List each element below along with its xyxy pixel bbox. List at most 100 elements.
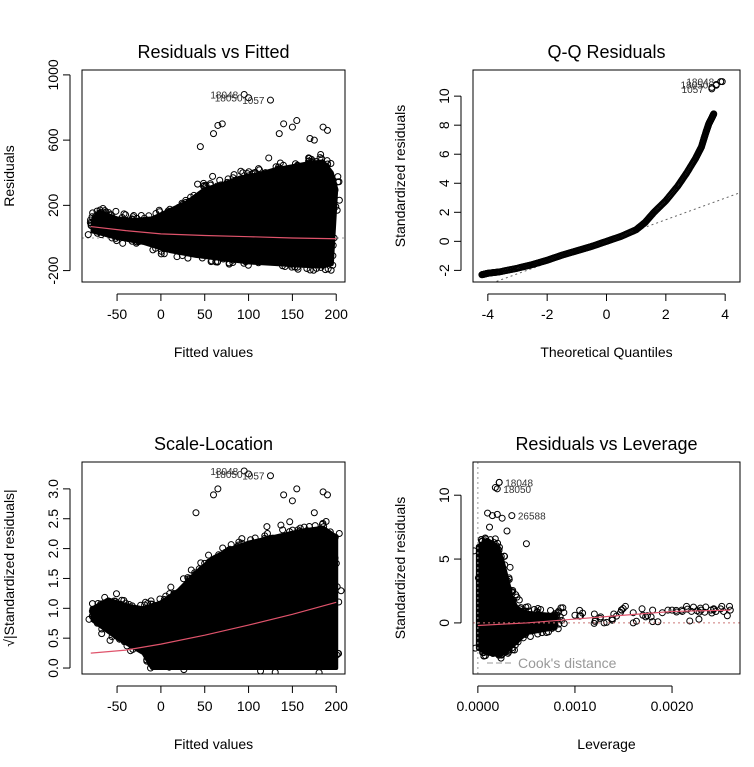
point-label: 18048 <box>210 90 238 101</box>
sparse-point <box>279 161 287 169</box>
outlier-point <box>214 121 222 129</box>
edge-point <box>216 176 224 184</box>
edge-point <box>320 532 328 540</box>
x-tick-label: 50 <box>197 698 213 714</box>
sparse-point <box>277 521 285 529</box>
edge-point <box>212 556 220 564</box>
edge-point <box>477 601 485 609</box>
edge-point <box>93 218 101 226</box>
edge-point <box>335 196 343 204</box>
y-tick-label: 0 <box>436 619 452 627</box>
edge-point <box>147 664 155 672</box>
edge-point <box>334 649 342 657</box>
edge-point <box>247 662 255 670</box>
x-tick-label: 100 <box>237 698 261 714</box>
edge-point <box>542 629 550 637</box>
x-tick-label: -50 <box>107 306 127 322</box>
edge-point <box>108 633 116 641</box>
edge-point <box>505 648 513 656</box>
outlier-point <box>218 120 226 128</box>
edge-point <box>244 261 252 269</box>
high-residual-point <box>488 512 496 520</box>
edge-point <box>512 605 520 613</box>
point-label: 18050 <box>215 470 243 481</box>
qq-point <box>710 110 718 118</box>
edge-point <box>137 220 145 228</box>
edge-point <box>329 261 337 269</box>
edge-point <box>162 592 170 600</box>
edge-point <box>124 637 132 645</box>
edge-point <box>215 557 223 565</box>
edge-point <box>106 636 114 644</box>
edge-point <box>98 625 106 633</box>
leverage-point <box>649 618 657 626</box>
sparse-point <box>112 590 120 598</box>
edge-point <box>500 645 508 653</box>
x-tick-label: 150 <box>281 306 305 322</box>
edge-point <box>261 535 269 543</box>
edge-point <box>481 539 489 547</box>
edge-point <box>170 590 178 598</box>
edge-point <box>505 576 513 584</box>
edge-point <box>495 546 503 554</box>
edge-point <box>238 539 246 547</box>
edge-point <box>291 263 299 271</box>
edge-point <box>318 155 326 163</box>
edge-point <box>500 572 508 580</box>
edge-point <box>96 206 104 214</box>
edge-point <box>274 166 282 174</box>
edge-point <box>107 211 115 219</box>
edge-point <box>480 649 488 657</box>
edge-point <box>332 559 340 567</box>
edge-point <box>208 660 216 668</box>
leverage-point <box>590 610 598 618</box>
y-tick-label: 2.5 <box>45 509 61 529</box>
edge-point <box>498 563 506 571</box>
edge-point <box>517 604 525 612</box>
labeled-point <box>718 78 726 86</box>
outlier-point <box>275 130 283 138</box>
y-tick-label: 0.5 <box>45 628 61 648</box>
leverage-point <box>632 617 640 625</box>
outlier-point <box>192 509 200 517</box>
y-axis-label: √|Standardized residuals| <box>1 489 17 646</box>
high-residual-point <box>491 484 499 492</box>
panel-4: Residuals vs Leverage Leverage Standardize… <box>392 434 741 752</box>
edge-point <box>224 175 232 183</box>
edge-point <box>243 170 251 178</box>
edge-point <box>180 245 188 253</box>
edge-point <box>113 231 121 239</box>
edge-point <box>496 556 504 564</box>
x-tick-label: 100 <box>237 306 261 322</box>
edge-point <box>217 181 225 189</box>
y-tick-label: 1.0 <box>45 598 61 618</box>
edge-point <box>332 203 340 211</box>
leverage-point <box>608 616 616 624</box>
outlier-point <box>210 130 217 138</box>
edge-point <box>134 605 142 613</box>
leverage-point <box>723 612 731 620</box>
sparse-point <box>200 179 208 187</box>
x-tick-label: -2 <box>541 306 554 322</box>
edge-point <box>262 536 270 544</box>
residual-cloud <box>90 159 339 269</box>
edge-point <box>184 584 192 592</box>
edge-point <box>311 522 319 530</box>
edge-point <box>525 624 533 632</box>
edge-point <box>305 154 313 162</box>
x-tick-label: 150 <box>281 698 305 714</box>
edge-point <box>147 656 155 664</box>
leverage-point <box>525 607 533 615</box>
edge-point <box>534 605 542 613</box>
y-tick-label: 0 <box>436 237 452 245</box>
x-axis-label: Fitted values <box>174 344 253 360</box>
edge-point <box>208 187 216 195</box>
sparse-point <box>317 150 325 158</box>
edge-point <box>160 596 168 604</box>
edge-point <box>193 193 201 201</box>
edge-point <box>223 178 231 186</box>
plot-frame <box>472 461 741 675</box>
point-label: 18050 <box>215 94 243 105</box>
edge-point <box>155 206 163 214</box>
leverage-point <box>617 606 625 614</box>
